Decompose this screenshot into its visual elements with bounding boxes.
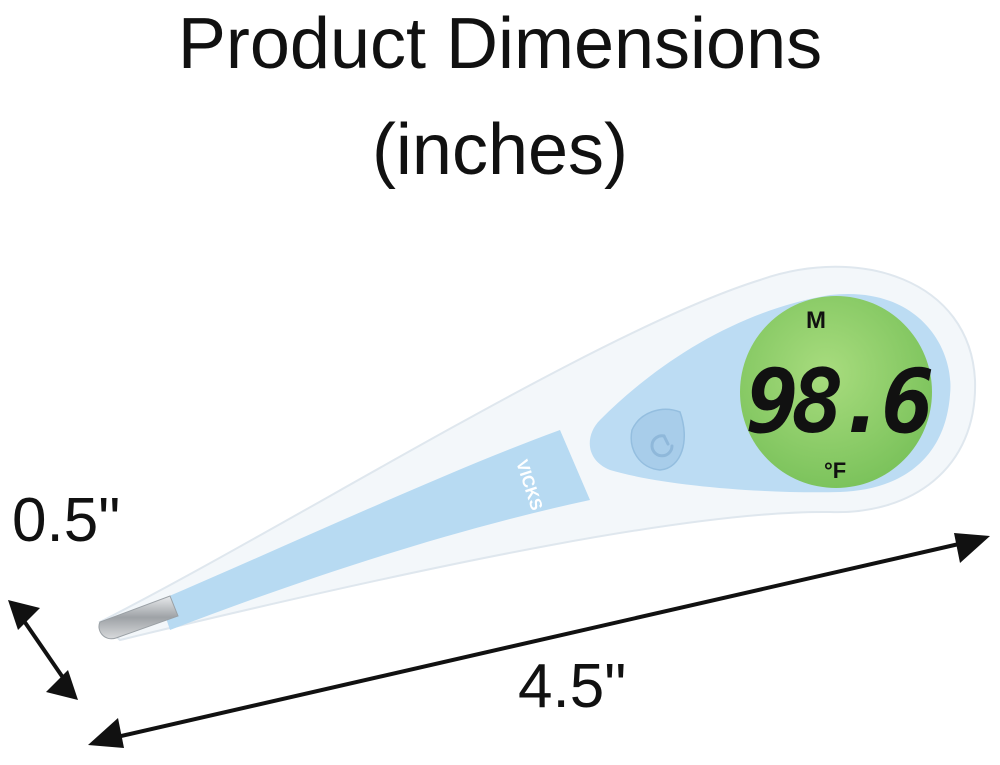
thermometer-probe — [160, 430, 590, 630]
width-label: 0.5" — [12, 486, 121, 555]
length-label: 4.5" — [518, 652, 627, 721]
lcd-mode: M — [806, 307, 826, 334]
lcd-display — [740, 296, 932, 488]
power-icon — [650, 434, 674, 458]
metal-tip-icon — [98, 595, 179, 640]
title-line-1: Product Dimensions — [177, 4, 823, 84]
lcd-reading: 98.6 — [746, 350, 932, 453]
title-line-2: (inches) — [371, 110, 629, 190]
lcd-unit: °F — [824, 458, 846, 483]
width-arrow-icon — [8, 600, 78, 700]
power-button — [630, 408, 685, 471]
length-arrow-icon — [88, 533, 990, 748]
